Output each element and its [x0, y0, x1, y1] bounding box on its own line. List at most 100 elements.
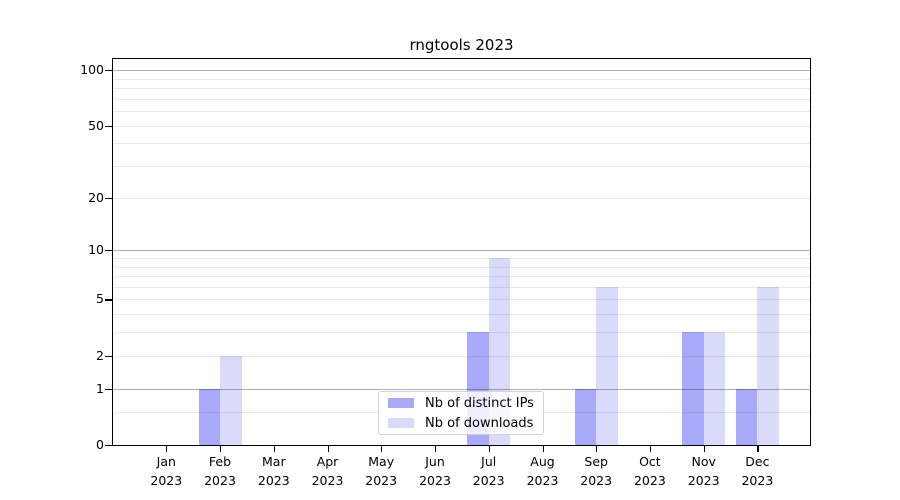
x-axis-year: 2023 — [257, 473, 290, 488]
y-axis-tick-label: 20 — [88, 189, 104, 205]
y-axis-tick — [105, 445, 112, 447]
minor-gridline — [113, 197, 810, 199]
x-axis-tick-label: May 2023 — [353, 452, 409, 490]
y-axis-tick — [105, 70, 112, 72]
x-axis-tick-label: Dec 2023 — [729, 452, 785, 490]
x-axis-tick — [703, 445, 705, 452]
x-axis-tick — [757, 445, 759, 452]
minor-gridline — [113, 276, 810, 277]
bar-downloads-nov — [703, 332, 726, 445]
x-axis-month: Jun — [425, 454, 445, 469]
major-gridline — [113, 250, 810, 252]
legend-label-distinct-ips: Nb of distinct IPs — [425, 395, 534, 411]
minor-gridline — [113, 166, 810, 167]
x-axis-tick-label: Jan 2023 — [138, 452, 194, 490]
x-axis-month: Feb — [208, 454, 232, 469]
x-axis-tick-label: Feb 2023 — [192, 452, 248, 490]
x-axis-month: Jan — [156, 454, 176, 469]
minor-gridline — [113, 332, 810, 334]
x-axis-month: Nov — [691, 454, 716, 469]
x-axis-year: 2023 — [311, 473, 344, 488]
legend-swatch-distinct-ips — [388, 398, 414, 408]
legend-swatch-downloads — [388, 418, 414, 428]
major-gridline — [113, 70, 810, 71]
chart-title: rngtools 2023 — [409, 36, 514, 54]
x-axis-year: 2023 — [633, 473, 666, 488]
x-axis-tick-label: Sep 2023 — [568, 452, 624, 490]
x-axis-tick-label: Jul 2023 — [461, 452, 517, 490]
y-axis-tick — [105, 299, 112, 301]
y-axis-tick-label: 1 — [96, 380, 104, 396]
x-axis-tick — [649, 445, 652, 452]
minor-gridline — [113, 299, 810, 301]
x-axis-month: Apr — [316, 454, 339, 469]
minor-gridline — [113, 125, 810, 127]
x-axis-month: Sep — [584, 454, 608, 469]
y-axis-tick-label: 50 — [88, 117, 104, 133]
legend-item-downloads: Nb of downloads — [379, 413, 543, 433]
y-axis-tick-label: 2 — [96, 347, 104, 363]
y-axis-tick — [105, 197, 112, 199]
bar-distinct-ips-dec — [735, 388, 758, 445]
x-axis-tick-label: Oct 2023 — [622, 452, 678, 490]
y-axis-tick — [105, 125, 112, 127]
minor-gridline — [113, 257, 810, 259]
x-axis-tick — [542, 445, 544, 452]
plot-area — [112, 58, 811, 446]
minor-gridline — [113, 143, 810, 145]
x-axis-tick-label: Mar 2023 — [246, 452, 302, 490]
y-axis-tick-label: 0 — [96, 437, 104, 452]
minor-gridline — [113, 355, 810, 357]
x-axis-year: 2023 — [741, 473, 774, 488]
minor-gridline — [113, 78, 810, 80]
minor-gridline — [113, 286, 810, 288]
x-axis-year: 2023 — [204, 473, 236, 488]
bar-downloads-dec — [757, 286, 779, 445]
legend-item-distinct-ips: Nb of distinct IPs — [379, 393, 543, 413]
x-axis-tick — [381, 445, 383, 452]
x-axis-year: 2023 — [150, 473, 183, 488]
minor-gridline — [113, 98, 810, 100]
x-axis-tick — [596, 445, 598, 452]
bar-downloads-sep — [596, 286, 618, 445]
x-axis-year: 2023 — [365, 473, 398, 488]
y-axis-tick — [105, 355, 112, 357]
x-axis-tick-label: Jun 2023 — [407, 452, 463, 490]
x-axis-year: 2023 — [580, 473, 613, 488]
legend: Nb of distinct IPs Nb of downloads — [378, 391, 544, 435]
minor-gridline — [113, 88, 810, 89]
bar-distinct-ips-feb — [198, 388, 220, 445]
x-axis-month: Aug — [530, 454, 555, 469]
x-axis-tick-label: Nov 2023 — [676, 452, 732, 490]
x-axis-tick-label: Apr 2023 — [300, 452, 356, 490]
x-axis-month: May — [368, 454, 395, 469]
y-axis-tick-label: 10 — [88, 242, 104, 258]
x-axis-tick — [220, 445, 222, 452]
minor-gridline — [113, 266, 810, 268]
y-axis-tick — [105, 250, 112, 252]
x-axis-year: 2023 — [472, 473, 505, 488]
major-gridline — [113, 388, 810, 390]
y-axis-tick — [105, 388, 112, 390]
x-axis-year: 2023 — [526, 473, 559, 488]
x-axis-tick — [327, 445, 329, 452]
x-axis-tick — [488, 445, 490, 452]
x-axis-month: Oct — [639, 454, 661, 469]
x-axis-month: Dec — [745, 454, 770, 469]
legend-label-downloads: Nb of downloads — [425, 415, 534, 431]
x-axis-month: Jul — [481, 454, 497, 469]
x-axis-year: 2023 — [419, 473, 451, 488]
x-axis-year: 2023 — [687, 473, 720, 488]
x-axis-tick — [166, 445, 168, 452]
y-axis-tick-label: 100 — [80, 62, 104, 77]
x-axis-tick-label: Aug 2023 — [515, 452, 571, 490]
x-axis-tick — [273, 445, 275, 452]
minor-gridline — [113, 314, 810, 316]
x-axis-month: Mar — [262, 454, 286, 469]
bar-downloads-feb — [220, 355, 242, 445]
y-axis-tick-label: 5 — [96, 291, 104, 307]
minor-gridline — [113, 111, 810, 112]
bar-distinct-ips-nov — [682, 332, 704, 445]
bar-distinct-ips-sep — [574, 388, 597, 445]
